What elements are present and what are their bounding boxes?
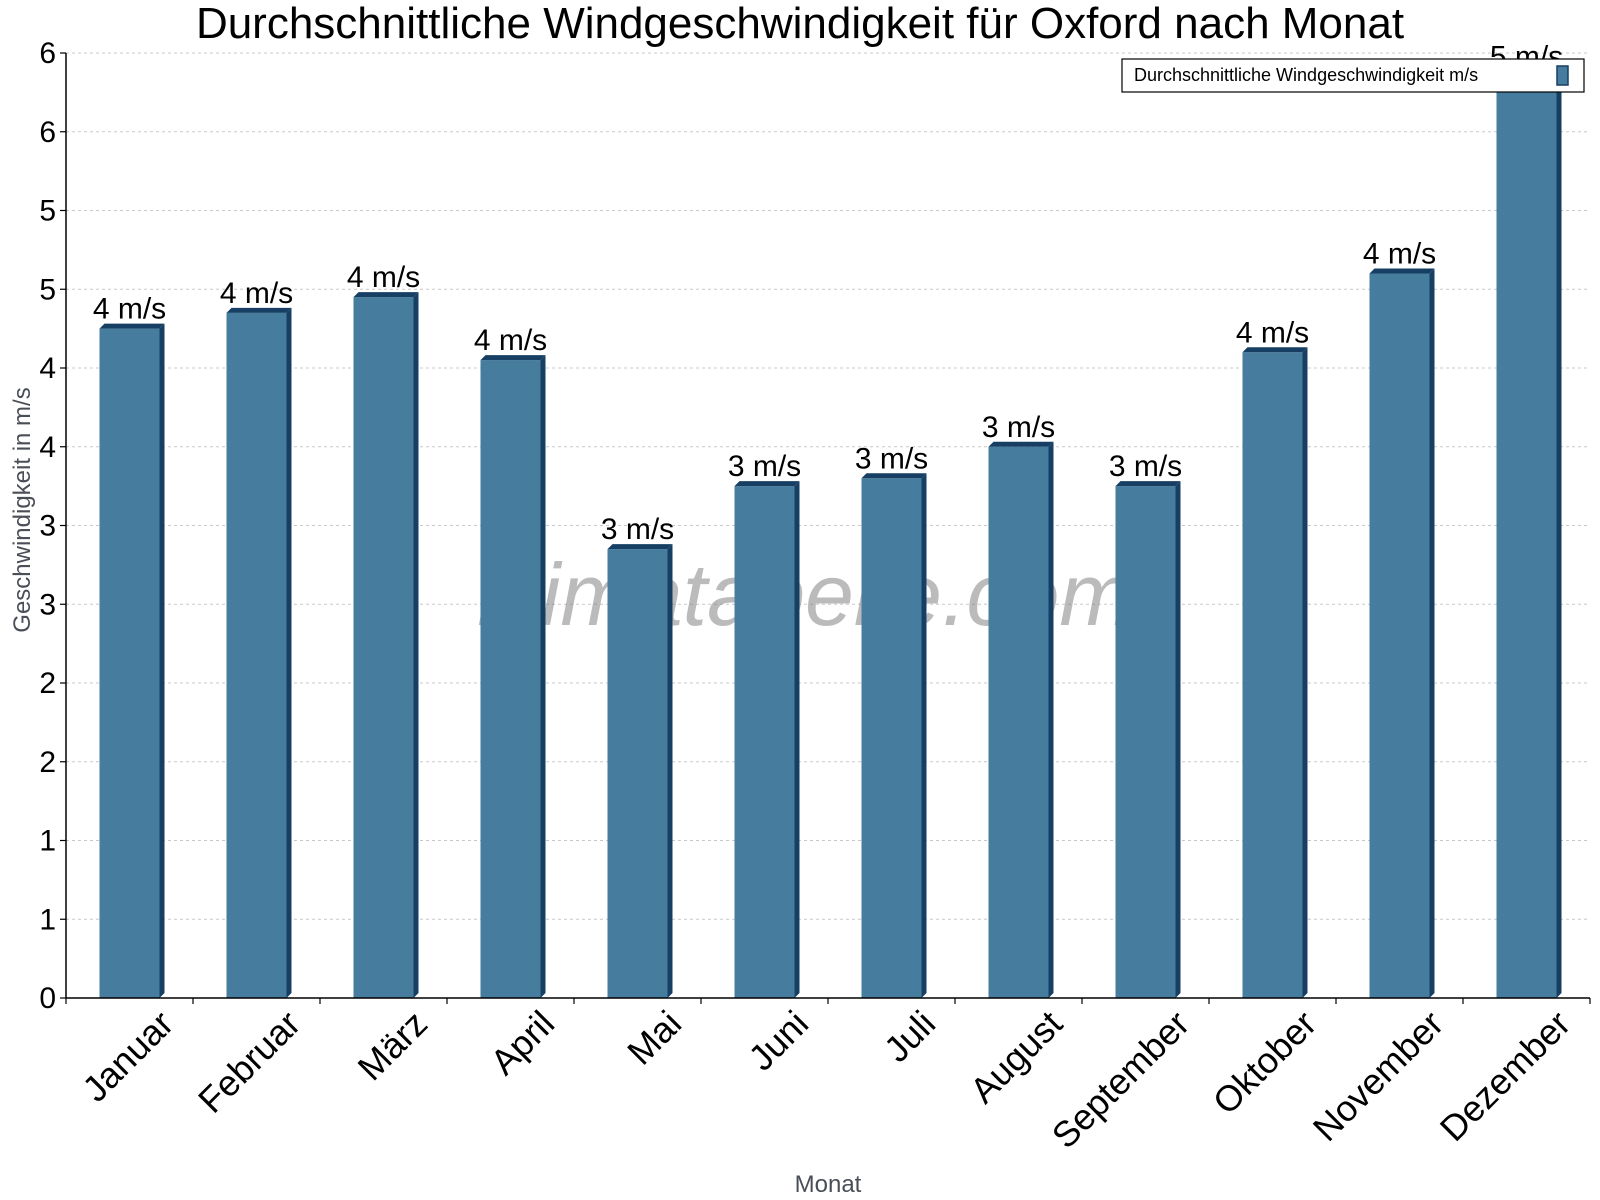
legend-box — [1121, 58, 1585, 93]
x-tick-label: August — [962, 1003, 1070, 1111]
bar — [1242, 347, 1308, 998]
bars: 4 m/s 4 m/s 4 m/s 4 m/s 3 m/s 3 m/s 3 m/s 3 m/s… — [93, 41, 1563, 998]
bar-side — [540, 355, 546, 998]
bar — [734, 481, 800, 998]
y-tick-label: 2 — [39, 667, 56, 700]
y-tick-label: 1 — [39, 825, 56, 858]
data-label: 4 m/s — [93, 293, 166, 326]
bar-face — [353, 297, 414, 998]
data-label: 4 m/s — [1363, 238, 1436, 271]
bar-top — [99, 323, 165, 329]
bar-face — [734, 486, 795, 998]
legend-swatch — [1556, 65, 1569, 86]
bar-face — [226, 312, 287, 998]
bar — [480, 355, 546, 998]
bar-side — [1556, 71, 1562, 998]
bar-top — [861, 473, 927, 479]
bar-side — [1048, 441, 1054, 998]
bar-side — [667, 544, 673, 998]
bar-face — [480, 360, 541, 998]
data-label: 4 m/s — [1236, 316, 1309, 349]
bar-top — [353, 292, 419, 298]
y-tick-label: 4 — [39, 431, 56, 464]
bar-face — [1369, 273, 1430, 998]
legend-label: Durchschnittliche Windgeschwindigkeit m/… — [1134, 65, 1478, 85]
bar-top — [1242, 347, 1308, 353]
bar-face — [607, 549, 668, 998]
x-tick-label: Juni — [740, 1003, 816, 1079]
y-tick-label: 0 — [39, 982, 56, 1015]
y-axis-title: Geschwindigkeit in m/s — [9, 387, 36, 632]
data-label: 3 m/s — [855, 442, 928, 475]
x-tick-label: Oktober — [1205, 1003, 1325, 1123]
legend: Durchschnittliche Windgeschwindigkeit m/… — [1121, 58, 1585, 93]
bar-top — [734, 481, 800, 487]
bar-top — [988, 441, 1054, 447]
bar — [1496, 71, 1562, 998]
y-tick-label: 4 — [39, 352, 56, 385]
y-tick-label: 1 — [39, 903, 56, 936]
x-tick-label: Februar — [190, 1003, 308, 1121]
bar-side — [1429, 268, 1435, 998]
bar-side — [159, 323, 165, 998]
bar — [99, 323, 165, 998]
bar-top — [607, 544, 673, 550]
bar-side — [413, 292, 419, 998]
bar-side — [921, 473, 927, 998]
x-tick-label: September — [1044, 1003, 1198, 1157]
x-axis-title: Monat — [795, 1171, 862, 1198]
y-tick-label: 6 — [39, 37, 56, 70]
y-tick-label: 3 — [39, 588, 56, 621]
bar — [988, 441, 1054, 998]
bar-face — [988, 446, 1049, 998]
bar — [1369, 268, 1435, 998]
y-tick-label: 2 — [39, 746, 56, 779]
x-tick-label: April — [482, 1003, 562, 1083]
grid-lines — [66, 52, 1590, 920]
data-label: 3 m/s — [1109, 450, 1182, 483]
y-tick-label: 5 — [39, 273, 56, 306]
bar-top — [1115, 481, 1181, 487]
bar-face — [1496, 76, 1557, 998]
bar-side — [1302, 347, 1308, 998]
x-tick-label: Juli — [876, 1003, 943, 1070]
data-label: 3 m/s — [601, 513, 674, 546]
x-tick-label: November — [1305, 1003, 1451, 1149]
y-tick-label: 6 — [39, 116, 56, 149]
bar-top — [226, 307, 292, 313]
x-ticks: Januar Februar März April Mai Juni Juli AugustS… — [65, 998, 1591, 1157]
bar-top — [480, 355, 546, 361]
bar-face — [861, 478, 922, 998]
bar-side — [286, 307, 292, 998]
y-tick-label: 5 — [39, 195, 56, 228]
data-label: 4 m/s — [474, 324, 547, 357]
x-tick-label: Dezember — [1432, 1003, 1578, 1149]
bar-side — [1175, 481, 1181, 998]
x-tick-label: Mai — [619, 1003, 689, 1073]
data-label: 4 m/s — [347, 261, 420, 294]
bar-face — [99, 328, 160, 998]
bar-face — [1115, 486, 1176, 998]
y-tick-label: 3 — [39, 510, 56, 543]
bar — [607, 544, 673, 998]
data-label: 3 m/s — [728, 450, 801, 483]
chart-title: Durchschnittliche Windgeschwindigkeit fü… — [196, 0, 1404, 48]
bar-top — [1369, 268, 1435, 274]
x-tick-label: Januar — [74, 1003, 181, 1110]
data-label: 4 m/s — [220, 277, 293, 310]
bar-face — [1242, 352, 1303, 998]
bar — [226, 307, 292, 998]
bar — [1115, 481, 1181, 998]
x-tick-label: März — [350, 1003, 436, 1089]
data-label: 3 m/s — [982, 411, 1055, 444]
bar-side — [794, 481, 800, 998]
bar — [861, 473, 927, 998]
bar — [353, 292, 419, 998]
y-ticks: 0 1 1 2 2 3 3 4 4 5 5 6 6 — [39, 37, 66, 1015]
